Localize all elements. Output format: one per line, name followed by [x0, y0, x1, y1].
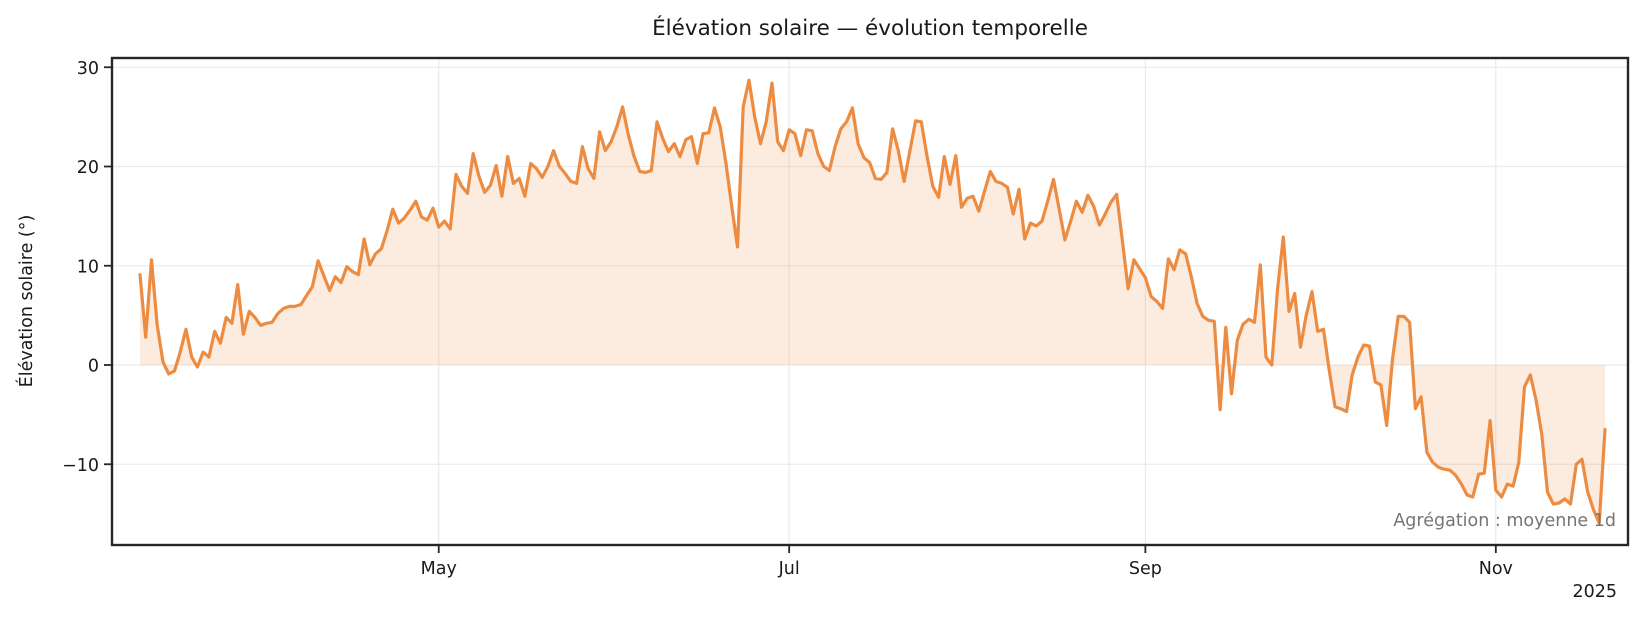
series-area-fill [140, 80, 1605, 523]
x-tick-label: Jul [778, 559, 800, 579]
y-tick-label: 20 [77, 158, 99, 178]
x-tick-label: May [421, 559, 457, 579]
y-tick-label: 30 [77, 59, 99, 79]
chart-title: Élévation solaire — évolution temporelle [652, 16, 1088, 41]
x-tick-label: Nov [1479, 559, 1513, 579]
series-line [138, 78, 1607, 525]
y-axis-label: Élévation solaire (°) [17, 214, 37, 388]
aggregation-annotation: Agrégation : moyenne 1d [1393, 511, 1616, 531]
y-tick-label: 0 [88, 357, 99, 377]
plot-border [110, 56, 1630, 547]
x-tick-label: Sep [1129, 559, 1162, 579]
y-tick-label: 10 [77, 257, 99, 277]
x-axis-year-label: 2025 [1572, 582, 1617, 602]
y-tick-label: −10 [62, 456, 99, 476]
